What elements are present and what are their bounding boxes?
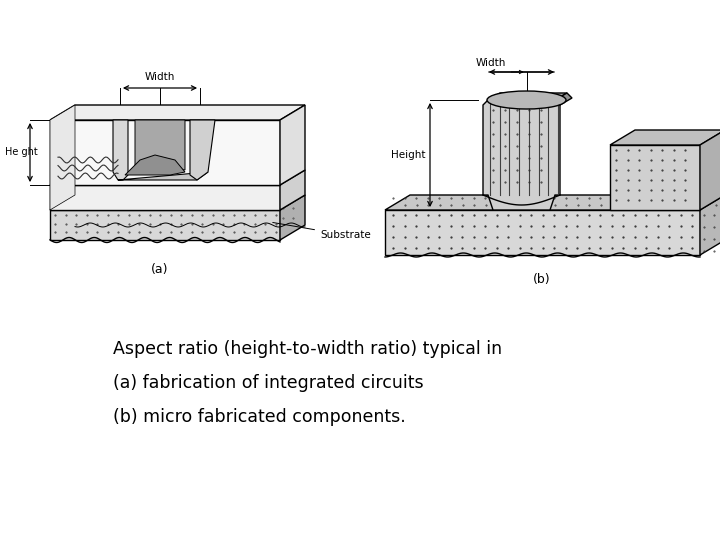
Text: Width: Width xyxy=(476,58,506,68)
Polygon shape xyxy=(50,105,305,120)
Polygon shape xyxy=(50,195,305,210)
Polygon shape xyxy=(125,155,185,175)
Polygon shape xyxy=(555,93,572,105)
Polygon shape xyxy=(118,172,208,180)
Polygon shape xyxy=(385,195,720,210)
Ellipse shape xyxy=(487,91,566,109)
Polygon shape xyxy=(483,100,560,210)
Polygon shape xyxy=(280,195,305,240)
Text: (b): (b) xyxy=(534,273,551,287)
Polygon shape xyxy=(50,170,305,185)
Text: Width: Width xyxy=(145,72,175,82)
Text: (a) fabrication of integrated circuits: (a) fabrication of integrated circuits xyxy=(113,374,423,392)
Text: He ght: He ght xyxy=(5,147,37,157)
Polygon shape xyxy=(50,210,280,240)
Polygon shape xyxy=(610,145,700,210)
Polygon shape xyxy=(385,210,700,255)
Polygon shape xyxy=(280,105,305,185)
Polygon shape xyxy=(50,120,280,185)
Polygon shape xyxy=(488,93,567,100)
Polygon shape xyxy=(700,195,720,255)
Text: Substrate: Substrate xyxy=(273,222,371,240)
Text: Height: Height xyxy=(390,150,425,160)
Polygon shape xyxy=(280,170,305,210)
Polygon shape xyxy=(135,120,185,170)
Polygon shape xyxy=(50,185,280,210)
Text: Aspect ratio (height-to-width ratio) typical in: Aspect ratio (height-to-width ratio) typ… xyxy=(113,340,502,358)
Polygon shape xyxy=(113,120,128,180)
Polygon shape xyxy=(700,130,720,210)
Polygon shape xyxy=(50,105,75,210)
Polygon shape xyxy=(610,130,720,145)
Text: (a): (a) xyxy=(151,264,168,276)
Text: (b) micro fabricated components.: (b) micro fabricated components. xyxy=(113,408,406,426)
Polygon shape xyxy=(190,120,215,180)
